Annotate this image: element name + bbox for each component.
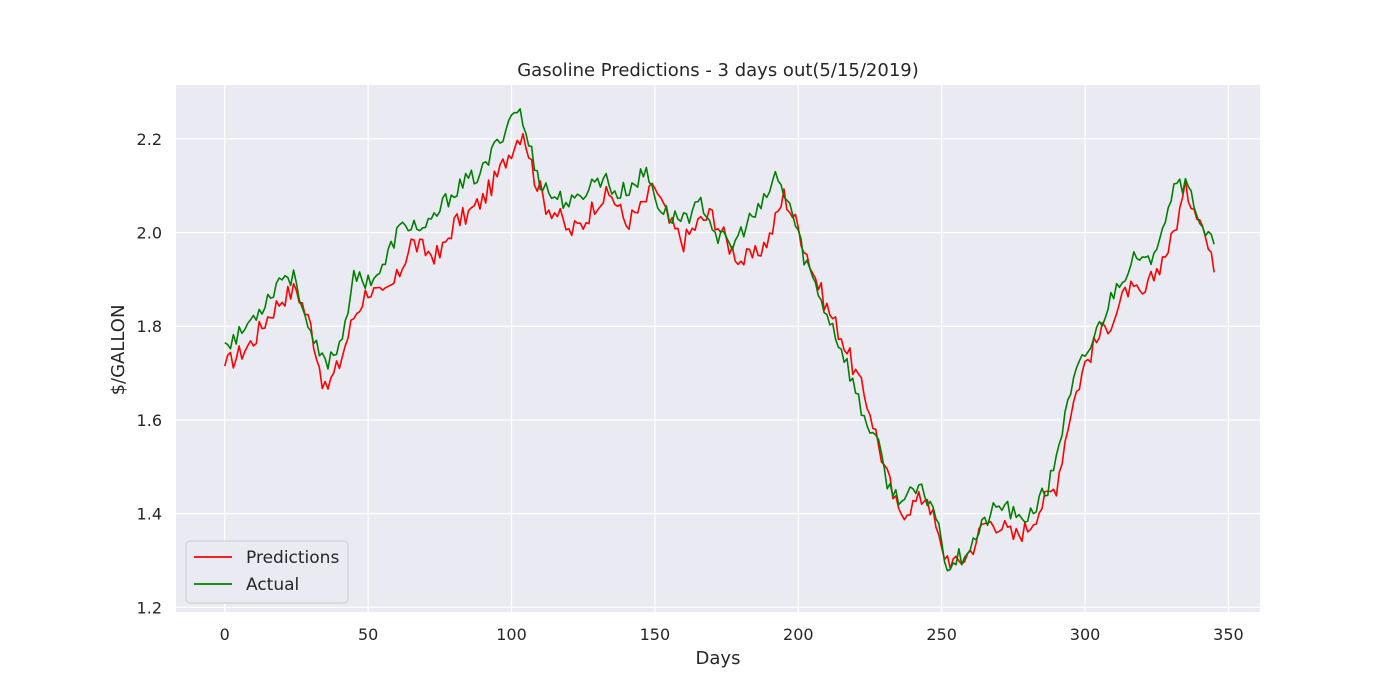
plot-area [176, 85, 1260, 612]
legend-label-predictions: Predictions [246, 548, 339, 568]
x-tick-label: 50 [358, 625, 378, 644]
x-tick-label: 300 [1070, 625, 1101, 644]
x-tick-label: 100 [496, 625, 527, 644]
y-axis-label: $/GALLON [108, 305, 129, 396]
x-axis-label: Days [696, 648, 741, 669]
x-tick-label: 150 [640, 625, 671, 644]
x-tick-label: 350 [1213, 625, 1244, 644]
x-tick-label: 200 [783, 625, 814, 644]
legend-label-actual: Actual [246, 575, 299, 595]
y-tick-label: 2.2 [137, 130, 162, 149]
series-line-predictions [223, 132, 1215, 570]
grid-layer [176, 85, 1260, 612]
y-tick-label: 1.2 [137, 598, 162, 617]
y-tick-label: 2.0 [137, 224, 162, 243]
y-tick-label: 1.6 [137, 411, 162, 430]
series-layer [223, 108, 1215, 572]
x-tick-label: 250 [926, 625, 957, 644]
x-tick-label: 0 [220, 625, 230, 644]
y-tick-label: 1.8 [137, 317, 162, 336]
tick-layer: 0 50 100 150 200 250 300 350 1.2 1.4 1.6 1.8 2.0 2.2 [137, 130, 1244, 644]
series-line-actual [224, 108, 1215, 572]
chart-title: Gasoline Predictions - 3 days out(5/15/2… [517, 60, 919, 81]
legend: Predictions Actual [185, 540, 349, 604]
y-tick-label: 1.4 [137, 505, 162, 524]
